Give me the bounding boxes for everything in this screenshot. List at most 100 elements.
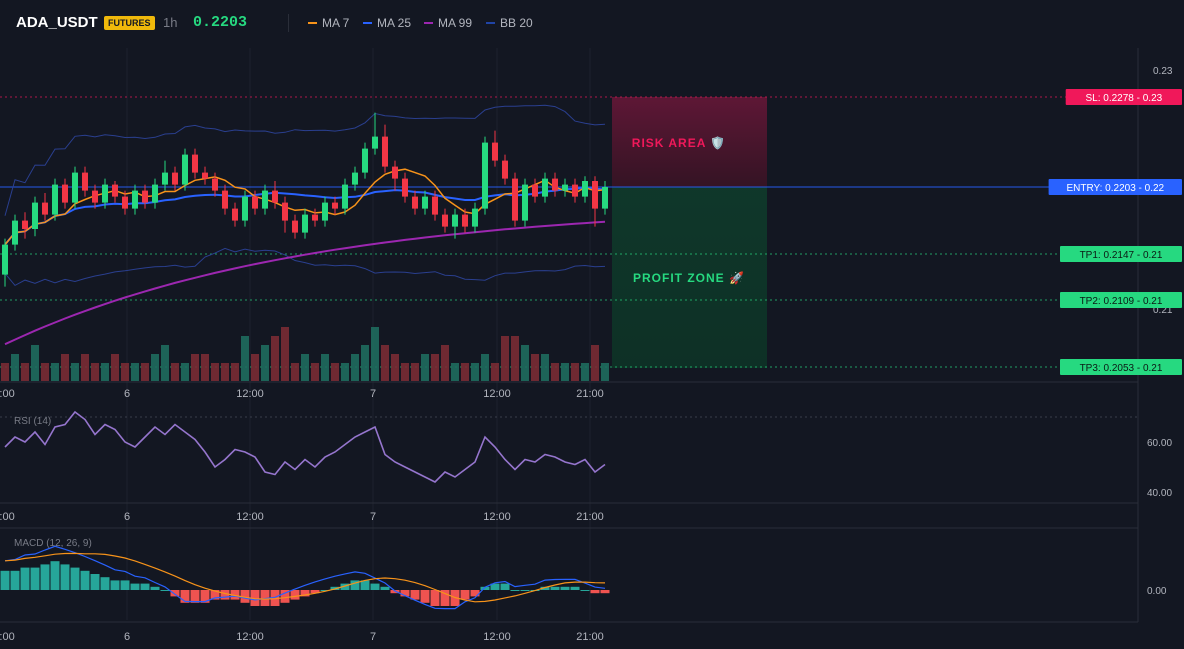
macd-hist-bar xyxy=(160,590,170,591)
axes: 0.23 0.21 2:00 6 12:00 7 12:00 21:00 2:00 6 12:00 7… xyxy=(0,66,1173,643)
rsi-line xyxy=(4,410,606,483)
volume-bar xyxy=(41,363,49,381)
time-tick: 2:00 xyxy=(0,388,15,400)
macd-hist-bar xyxy=(510,590,520,591)
candle-body xyxy=(512,178,518,221)
candle-body xyxy=(572,184,578,197)
macd-label: MACD (12, 26, 9) xyxy=(14,538,92,549)
volume-bar xyxy=(461,363,469,381)
macd-hist-bar xyxy=(210,590,220,600)
macd-hist-bar xyxy=(580,590,590,591)
candle-body xyxy=(372,136,378,149)
interval-selector[interactable]: 1h xyxy=(163,15,178,30)
time-tick: 7 xyxy=(370,388,376,400)
volume-bar xyxy=(291,363,299,381)
candle-body xyxy=(602,187,608,209)
macd-hist-bar xyxy=(410,590,420,600)
header-divider xyxy=(288,14,289,32)
macd-hist-bar xyxy=(460,590,470,600)
risk-zone[interactable] xyxy=(612,97,767,187)
volume-bar xyxy=(1,363,9,381)
macd-hist-bar xyxy=(230,590,240,600)
macd-hist-bar xyxy=(490,583,500,590)
candle-body xyxy=(202,172,208,179)
volume-bar xyxy=(381,345,389,381)
volume-bar xyxy=(101,363,109,381)
ma99-line xyxy=(4,220,606,346)
trade-zones: RISK AREA 🛡️ PROFIT ZONE 🚀 xyxy=(612,97,767,368)
candle-body xyxy=(102,184,108,203)
volume-bar xyxy=(201,354,209,381)
macd-hist-bar xyxy=(170,590,180,597)
time-tick: 12:00 xyxy=(483,388,511,400)
time-tick: 12:00 xyxy=(483,511,511,523)
volume-bar xyxy=(111,354,119,381)
candle-body xyxy=(212,178,218,191)
candle-body xyxy=(292,220,298,233)
candle-body xyxy=(542,178,548,197)
candle-body xyxy=(242,196,248,221)
volume-bar xyxy=(401,363,409,381)
volume-bar xyxy=(541,354,549,381)
level-labels: SL: 0.2278 - 0.23 ENTRY: 0.2203 - 0.22 TP1… xyxy=(1048,89,1182,375)
candle-body xyxy=(262,190,268,209)
candle-body xyxy=(502,160,508,179)
candle-body xyxy=(112,184,118,197)
volume-bar xyxy=(281,327,289,381)
volume-bar xyxy=(451,363,459,381)
candle-body xyxy=(312,214,318,221)
legend-bb20[interactable]: BB 20 xyxy=(486,16,533,30)
rsi-pane xyxy=(4,410,606,483)
macd-hist-bar xyxy=(280,590,290,603)
volume-bar xyxy=(601,363,609,381)
volume-bar xyxy=(261,345,269,381)
rsi-label: RSI (14) xyxy=(14,416,51,427)
volume-bar xyxy=(351,354,359,381)
chart-header: ADA_USDT FUTURES 1h 0.2203 MA 7 MA 25 MA… xyxy=(0,0,1184,48)
time-tick: 7 xyxy=(370,631,376,643)
level-tag-tp2 xyxy=(1060,292,1182,308)
volume-bar xyxy=(251,354,259,381)
macd-hist-bar xyxy=(370,583,380,590)
level-tag-tp1 xyxy=(1060,246,1182,262)
level-tag-tp3 xyxy=(1060,359,1182,375)
legend-ma7[interactable]: MA 7 xyxy=(308,16,349,30)
macd-hist-bar xyxy=(270,590,280,606)
volume-bar xyxy=(121,363,129,381)
candlesticks xyxy=(2,112,608,287)
volume-bar xyxy=(501,336,509,381)
profit-zone[interactable] xyxy=(612,187,767,368)
candle-body xyxy=(552,178,558,191)
macd-signal-line xyxy=(4,552,606,603)
candle-body xyxy=(522,184,528,221)
volume-bar xyxy=(321,354,329,381)
legend-ma99[interactable]: MA 99 xyxy=(424,16,472,30)
legend-label: MA 99 xyxy=(438,16,473,30)
level-lines xyxy=(0,96,1138,368)
candle-body xyxy=(2,244,8,275)
volume-bar xyxy=(161,345,169,381)
macd-pane xyxy=(0,545,610,610)
volume-bar xyxy=(441,345,449,381)
macd-hist-bar xyxy=(350,580,360,590)
volume-bar xyxy=(131,363,139,381)
candle-body xyxy=(492,142,498,161)
macd-hist-bar xyxy=(380,586,390,590)
legend-ma25[interactable]: MA 25 xyxy=(363,16,411,30)
volume-bar xyxy=(341,363,349,381)
symbol-name[interactable]: ADA_USDT xyxy=(16,14,98,31)
macd-hist-bar xyxy=(40,564,50,590)
price-tick: 0.23 xyxy=(1153,66,1173,77)
candle-body xyxy=(592,181,598,209)
rsi-tick: 60.00 xyxy=(1147,438,1172,449)
candle-body xyxy=(332,202,338,209)
volume-bar xyxy=(51,363,59,381)
volume-bar xyxy=(371,327,379,381)
level-tag-entry xyxy=(1048,179,1182,195)
candle-body xyxy=(282,202,288,221)
candle-body xyxy=(152,184,158,203)
candle-body xyxy=(532,184,538,197)
macd-hist-bar xyxy=(190,590,200,603)
macd-hist-bar xyxy=(590,590,600,594)
